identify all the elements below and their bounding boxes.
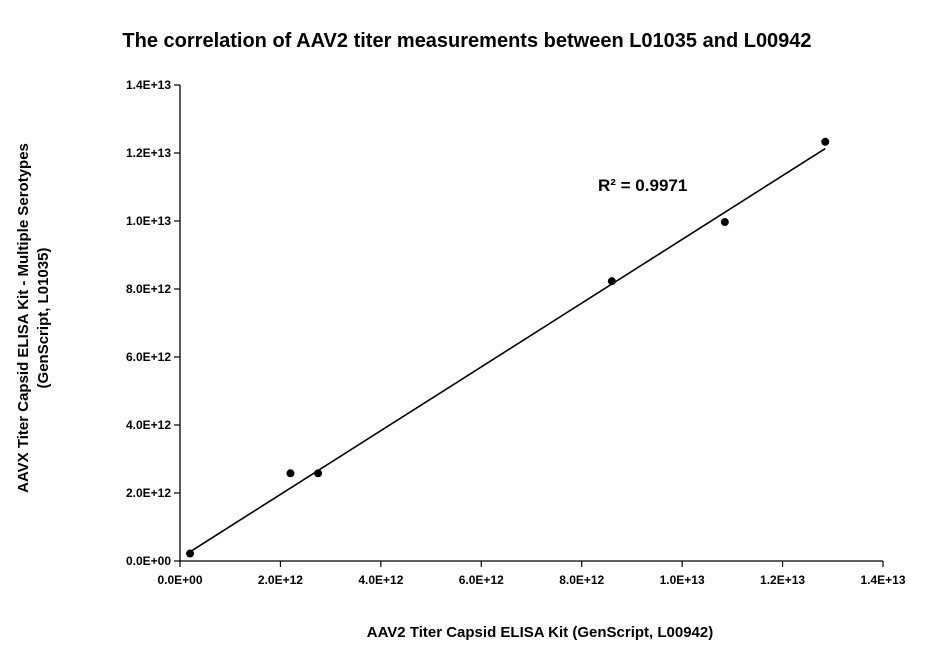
data-point (720, 218, 729, 227)
trendline (189, 147, 826, 553)
y-tick-label: 1.2E+13 (126, 146, 171, 160)
y-axis-title-line-1: AAVX Titer Capsid ELISA Kit - Multiple S… (15, 143, 32, 493)
x-axis-title: AAV2 Titer Capsid ELISA Kit (GenScript, … (366, 624, 714, 641)
y-tick-label: 6.0E+12 (126, 350, 171, 364)
data-point (186, 549, 195, 558)
x-tick-label: 8.0E+12 (559, 573, 604, 587)
y-tick-label: 2.0E+12 (126, 486, 171, 500)
data-point (607, 277, 616, 286)
data-point (821, 137, 830, 146)
x-tick-label: 1.0E+13 (660, 573, 705, 587)
x-tick-label: 1.4E+13 (860, 573, 905, 587)
tick-labels: 0.0E+00 2.0E+12 4.0E+12 6.0E+12 8.0E+12 1.0E+… (126, 78, 906, 587)
y-tick-label: 1.0E+13 (126, 214, 171, 228)
tick-marks (174, 84, 884, 567)
x-tick-label: 1.2E+13 (760, 573, 805, 587)
data-point (286, 469, 295, 478)
axes (179, 85, 883, 562)
chart-title: The correlation of AAV2 titer measuremen… (122, 30, 812, 52)
y-axis-title: AAVX Titer Capsid ELISA Kit - Multiple S… (14, 108, 54, 528)
trendline-group (189, 147, 826, 553)
x-tick-label: 4.0E+12 (358, 573, 403, 587)
data-points (186, 137, 830, 558)
y-tick-label: 4.0E+12 (126, 418, 171, 432)
x-tick-label: 0.0E+00 (157, 573, 202, 587)
y-tick-label: 1.4E+13 (126, 78, 171, 92)
x-tick-label: 6.0E+12 (459, 573, 504, 587)
x-tick-label: 2.0E+12 (258, 573, 303, 587)
y-tick-label: 0.0E+00 (126, 554, 171, 568)
r-squared-label: R² = 0.9971 (598, 176, 687, 195)
data-point (314, 469, 323, 478)
y-tick-label: 8.0E+12 (126, 282, 171, 296)
y-axis-title-line-2: (GenScript, L01035) (35, 247, 52, 389)
